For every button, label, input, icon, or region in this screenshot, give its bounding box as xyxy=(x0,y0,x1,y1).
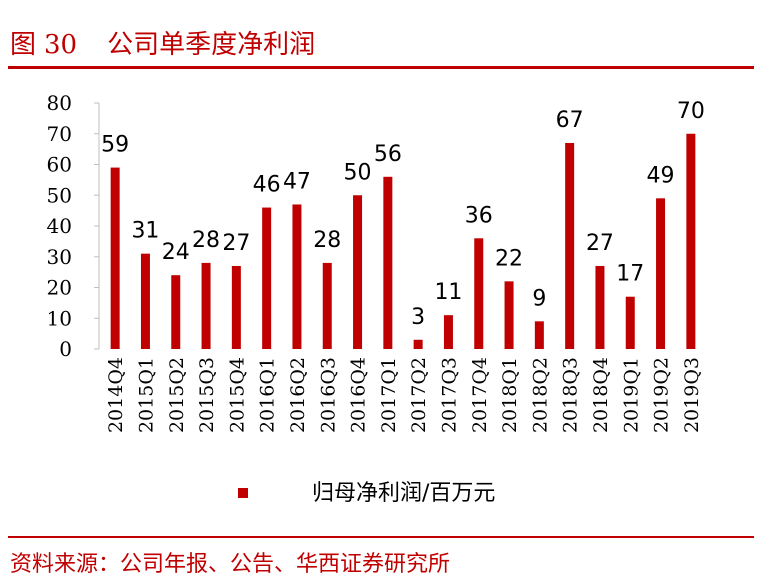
bar xyxy=(686,133,696,349)
data-label: 36 xyxy=(465,203,493,228)
bar xyxy=(413,339,423,349)
data-label: 22 xyxy=(495,246,523,271)
x-tick-label: 2015Q4 xyxy=(226,357,248,433)
bar xyxy=(595,265,605,349)
legend-label: 归母净利润/百万元 xyxy=(312,481,495,506)
y-tick-label: 20 xyxy=(47,276,72,300)
x-tick-label: 2018Q1 xyxy=(499,357,521,433)
bar xyxy=(201,262,211,349)
data-label: 49 xyxy=(647,163,675,188)
x-tick-label: 2018Q4 xyxy=(590,357,612,433)
x-tick-label: 2016Q4 xyxy=(348,357,370,433)
x-tick-label: 2017Q4 xyxy=(469,357,491,433)
data-label: 31 xyxy=(131,219,159,244)
bar xyxy=(292,204,302,349)
data-label: 47 xyxy=(283,169,311,194)
data-label: 46 xyxy=(253,173,281,198)
bar xyxy=(534,321,544,349)
data-label: 27 xyxy=(222,231,250,256)
bar xyxy=(504,281,514,349)
x-tick-label: 2019Q1 xyxy=(620,357,642,433)
bar xyxy=(443,315,453,349)
y-axis: 0 10 20 30 40 50 60 70 80 xyxy=(47,91,100,361)
x-tick-label: 2018Q3 xyxy=(560,357,582,433)
x-tick-label: 2016Q1 xyxy=(257,357,279,433)
x-tick-label: 2018Q2 xyxy=(529,357,551,433)
figure-title: 图 30 公司单季度净利润 xyxy=(10,24,315,61)
bars xyxy=(110,133,696,349)
y-tick-label: 10 xyxy=(47,306,72,330)
x-tick-label: 2017Q2 xyxy=(408,357,430,433)
bar xyxy=(322,262,332,349)
x-tick-label: 2017Q3 xyxy=(438,357,460,433)
data-label: 28 xyxy=(313,228,341,253)
source-note: 资料来源：公司年报、公告、华西证券研究所 xyxy=(10,552,451,577)
y-tick-label: 70 xyxy=(47,122,72,146)
y-tick-label: 30 xyxy=(47,245,72,269)
x-tick-label: 2019Q3 xyxy=(681,357,703,433)
chart-title: 公司单季度净利润 xyxy=(107,30,316,60)
bar xyxy=(110,167,120,349)
x-tick-label: 2015Q1 xyxy=(135,357,157,433)
y-tick-label: 50 xyxy=(47,183,72,207)
data-label: 17 xyxy=(616,262,644,287)
legend: 归母净利润/百万元 xyxy=(238,481,495,506)
data-label: 70 xyxy=(677,99,705,124)
y-tick-label: 60 xyxy=(47,153,72,177)
title-divider xyxy=(8,66,754,69)
data-label: 3 xyxy=(411,305,425,330)
bar xyxy=(262,207,272,349)
data-label: 9 xyxy=(532,286,546,311)
source-divider xyxy=(8,536,754,538)
x-tick-label: 2016Q3 xyxy=(317,357,339,433)
data-label: 11 xyxy=(434,280,462,305)
bar xyxy=(565,142,575,349)
data-label: 59 xyxy=(101,133,129,158)
y-tick-label: 40 xyxy=(47,214,72,238)
data-label: 24 xyxy=(162,240,190,265)
y-tick-label: 80 xyxy=(47,91,72,115)
data-label: 56 xyxy=(374,142,402,167)
bar xyxy=(140,253,150,349)
x-tick-label: 2016Q2 xyxy=(287,357,309,433)
x-tick-label: 2014Q4 xyxy=(105,357,127,433)
data-label: 28 xyxy=(192,228,220,253)
y-tick-label: 0 xyxy=(59,337,72,361)
bar xyxy=(353,195,363,349)
bar xyxy=(383,176,393,349)
data-label: 50 xyxy=(344,160,372,185)
legend-swatch xyxy=(238,488,248,498)
bar xyxy=(625,296,635,349)
data-label: 27 xyxy=(586,231,614,256)
figure-number: 30 xyxy=(44,30,78,60)
bar xyxy=(656,198,666,349)
x-tick-label: 2015Q3 xyxy=(196,357,218,433)
x-axis-ticks: 2014Q4 2015Q1 2015Q2 2015Q3 2015Q4 2016Q1 2016… xyxy=(105,357,703,433)
x-tick-label: 2015Q2 xyxy=(166,357,188,433)
data-label: 67 xyxy=(556,108,584,133)
x-tick-label: 2019Q2 xyxy=(651,357,673,433)
bar xyxy=(474,238,484,349)
figure-prefix: 图 xyxy=(10,30,37,60)
bar xyxy=(231,265,241,349)
bar xyxy=(171,275,181,349)
x-tick-label: 2017Q1 xyxy=(378,357,400,433)
